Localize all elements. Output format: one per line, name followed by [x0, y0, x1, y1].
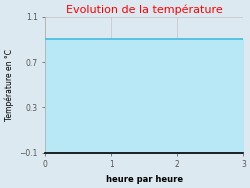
Y-axis label: Température en °C: Température en °C — [4, 49, 14, 121]
X-axis label: heure par heure: heure par heure — [106, 175, 183, 184]
Title: Evolution de la température: Evolution de la température — [66, 4, 223, 15]
